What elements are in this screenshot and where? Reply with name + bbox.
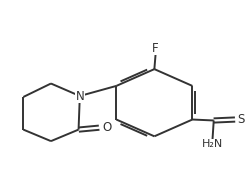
Text: F: F: [152, 41, 158, 55]
Text: O: O: [102, 121, 112, 134]
Text: N: N: [75, 89, 84, 103]
Text: S: S: [236, 113, 243, 126]
Text: H₂N: H₂N: [201, 139, 222, 150]
